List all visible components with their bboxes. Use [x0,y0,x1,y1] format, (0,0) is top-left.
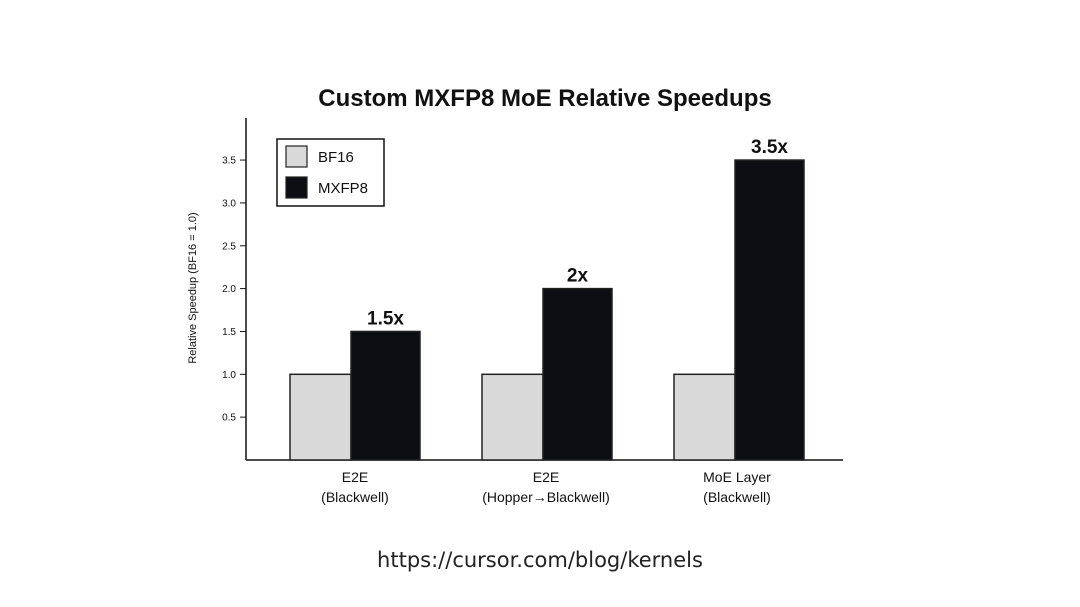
bar-value-label: 3.5x [751,137,788,158]
chart-title: Custom MXFP8 MoE Relative Speedups [318,85,771,112]
x-tick-label: MoE Layer [703,469,771,485]
y-tick-label: 1.5 [222,327,236,338]
bar-value-label: 1.5x [367,308,404,329]
bar-mxfp8-1 [542,287,613,461]
y-tick-label: 0.5 [222,413,236,424]
legend-swatch-bf16 [285,145,308,168]
bars [289,159,805,461]
bar-labels: 1.5x 2x 3.5x [367,137,788,329]
x-tick-label: E2E [533,469,559,485]
legend: BF16 MXFP8 [276,138,385,207]
y-tick-label: 1.0 [222,370,236,381]
bar-mxfp8-0 [350,330,421,461]
x-tick-label: E2E [342,469,368,485]
bar-bf16-2 [673,373,736,461]
bar-mxfp8-2 [734,159,805,461]
x-labels: E2E (Blackwell) E2E (Hopper→Blackwell) MoE L… [321,469,771,505]
bar-chart: Custom MXFP8 MoE Relative Speedups Relat… [187,85,843,505]
y-tick-label: 2.0 [222,284,236,295]
footer-url[interactable]: https://cursor.com/blog/kernels [377,548,703,572]
bar-bf16-0 [289,373,352,461]
x-tick-label: (Blackwell) [703,489,771,505]
x-tick-label: (Blackwell) [321,489,389,505]
y-axis-label: Relative Speedup (BF16 = 1.0) [187,212,199,363]
legend-label-mxfp8: MXFP8 [318,180,368,197]
x-tick-label: (Hopper→Blackwell) [482,489,610,505]
y-ticks: 0.5 1.0 1.5 2.0 2.5 3.0 3.5 [222,156,246,424]
bar-value-label: 2x [567,266,589,287]
y-tick-label: 3.0 [222,198,236,209]
legend-swatch-mxfp8 [285,176,308,199]
bar-bf16-1 [481,373,544,461]
y-tick-label: 2.5 [222,241,236,252]
legend-label-bf16: BF16 [318,149,354,166]
y-tick-label: 3.5 [222,156,236,167]
